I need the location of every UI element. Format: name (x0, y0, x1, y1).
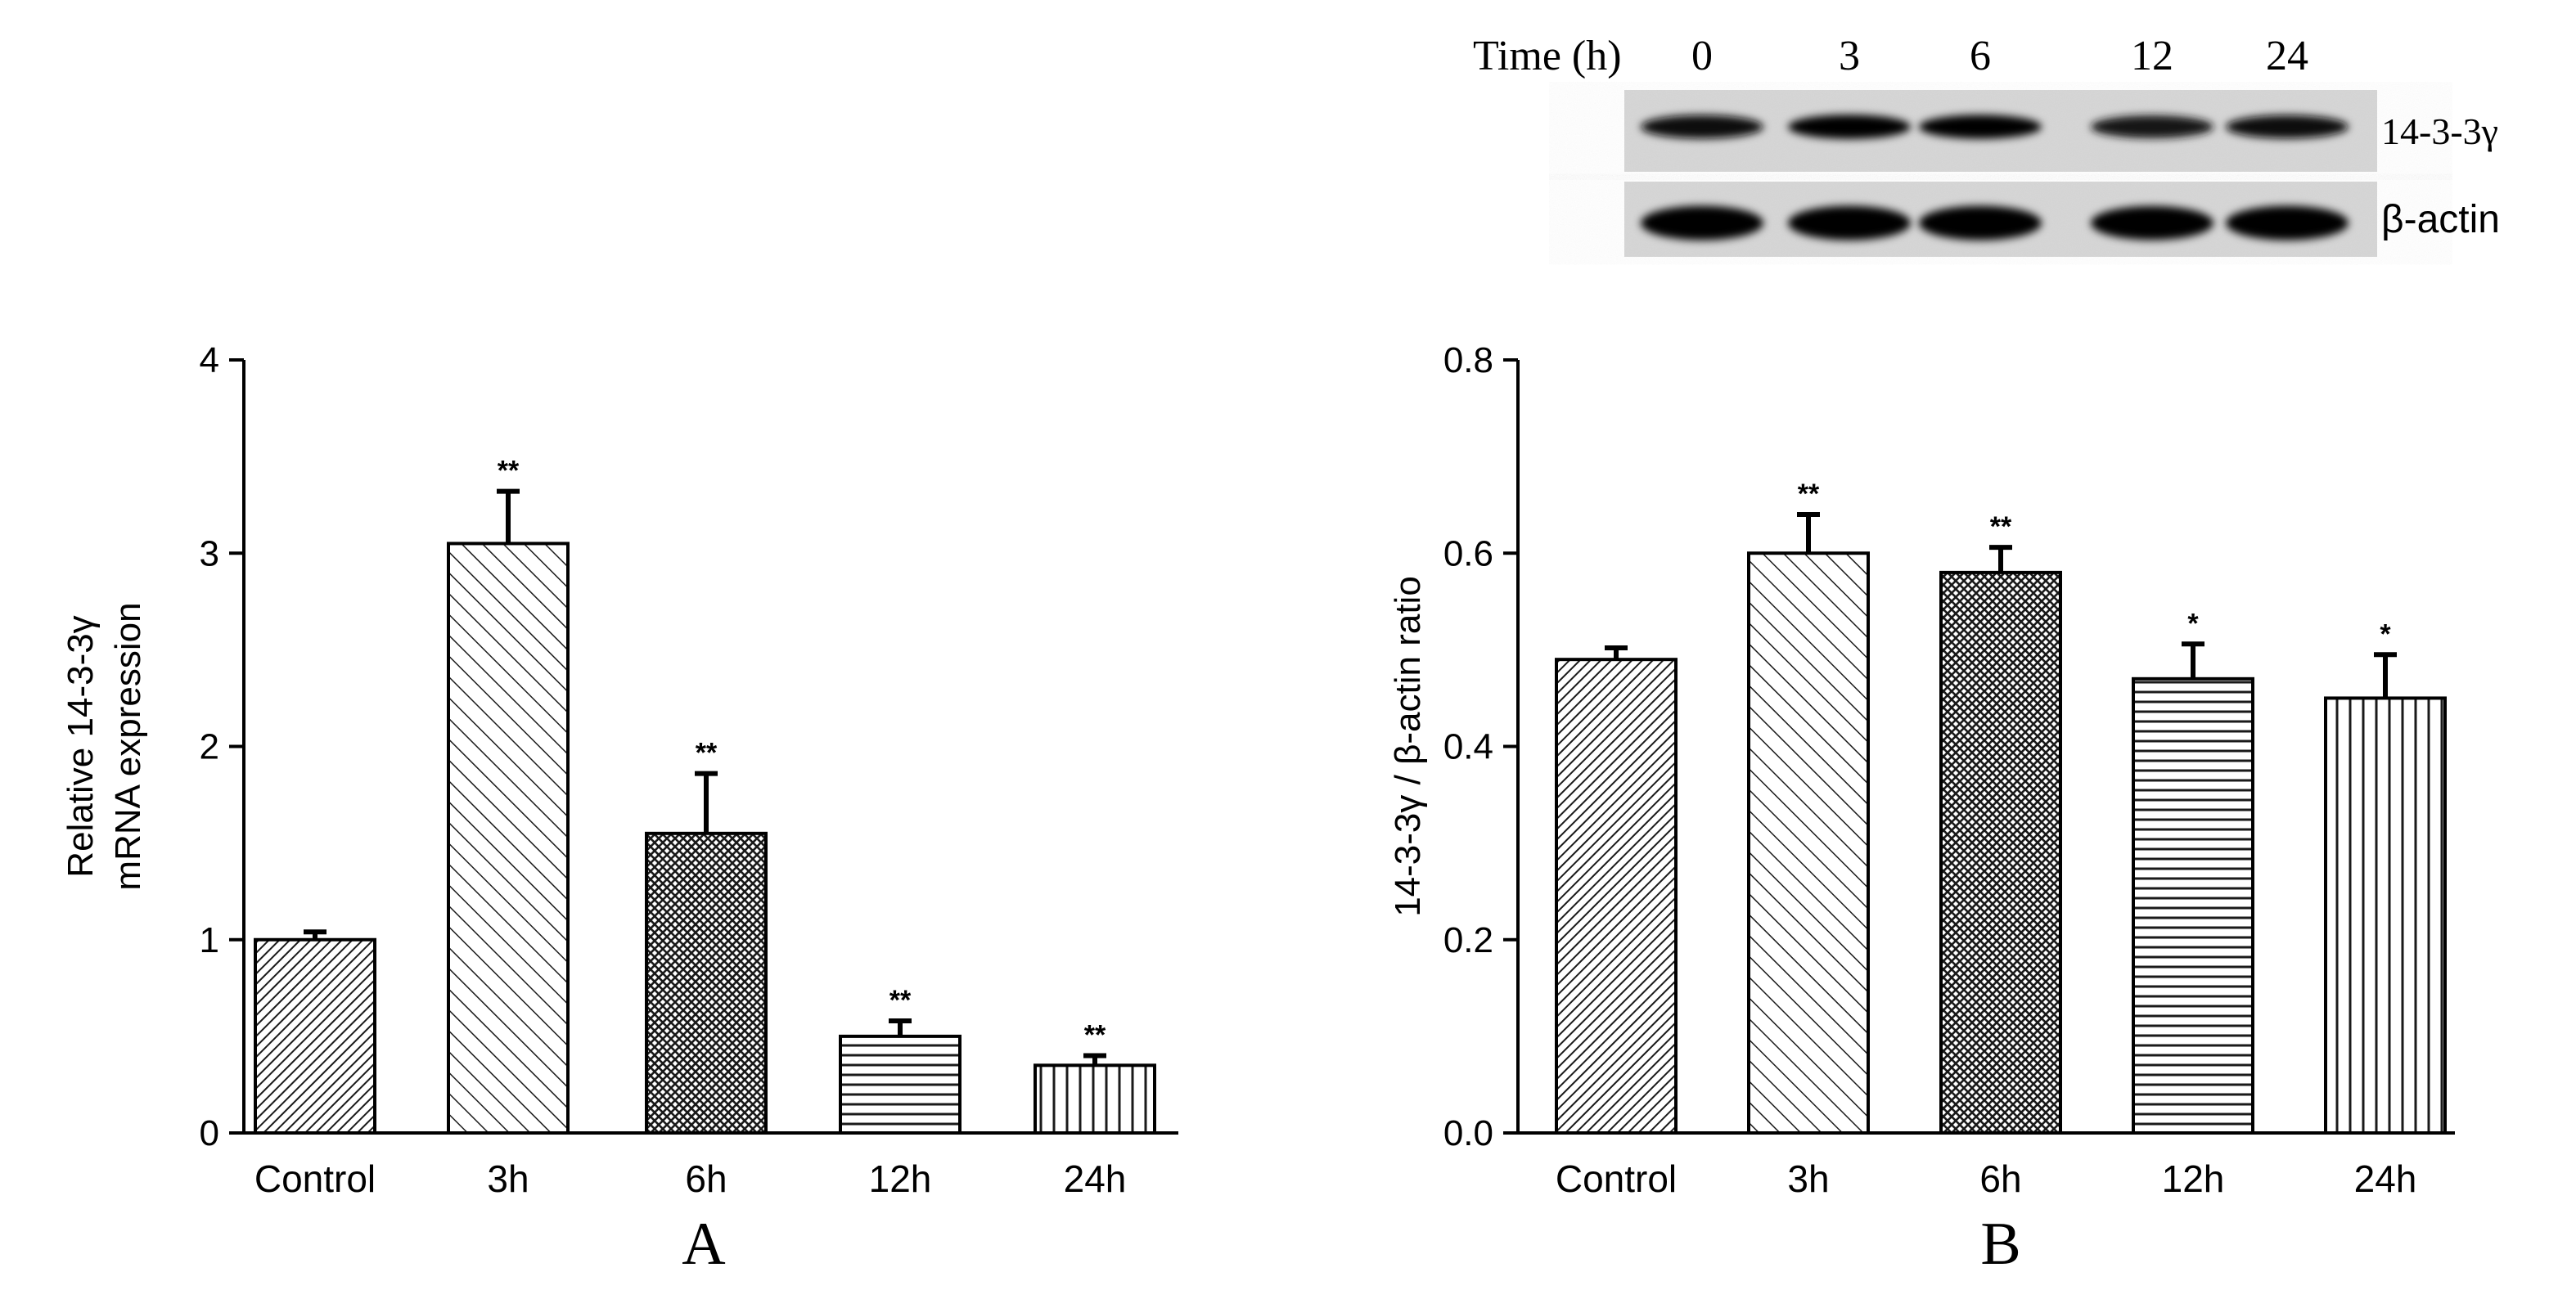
y-axis-label: Relative 14-3-3γ (61, 615, 101, 877)
x-tick-label: 6h (1979, 1157, 2021, 1200)
x-tick-label: 24h (2354, 1157, 2417, 1200)
significance-marker: ** (889, 985, 912, 1016)
blot-band (1641, 205, 1763, 240)
panel-b-chart: 0.0 0.2 0.4 0.6 0.8 14-3-3γ / β-actin ratio Co… (1388, 340, 2455, 1278)
blot-row: β-actin (1624, 182, 2500, 257)
x-tick-label: 3h (487, 1157, 529, 1200)
y-tick-label: 0.6 (1443, 533, 1493, 573)
blot-time-label: Time (h) (1473, 33, 1622, 79)
significance-marker: ** (696, 738, 718, 769)
y-axis-label: mRNA expression (108, 602, 148, 890)
y-tick-label: 3 (200, 533, 219, 573)
bar (2324, 696, 2447, 1135)
x-tick-label: Control (254, 1157, 376, 1200)
x-tick-label: 6h (685, 1157, 727, 1200)
bar (447, 542, 570, 1135)
significance-marker: * (2187, 608, 2199, 639)
blot-band (2091, 115, 2213, 138)
bar (1939, 570, 2062, 1135)
panel-label: B (1980, 1211, 2020, 1278)
y-tick-label: 1 (200, 920, 219, 960)
bar (254, 937, 376, 1135)
y-tick-label: 0.4 (1443, 727, 1493, 767)
blot-lane-label: 12 (2131, 33, 2173, 79)
significance-marker: * (2380, 618, 2391, 650)
significance-marker: ** (1990, 511, 2012, 542)
x-tick-label: 24h (1064, 1157, 1127, 1200)
x-tick-label: 12h (2162, 1157, 2225, 1200)
y-tick-label: 0 (200, 1113, 219, 1153)
x-tick-label: 12h (869, 1157, 932, 1200)
blot-lane-label: 6 (1970, 33, 1991, 79)
panel-label: A (682, 1211, 725, 1278)
x-tick-label: 3h (1787, 1157, 1829, 1200)
bar (1747, 551, 1870, 1135)
blot-band (1919, 205, 2042, 240)
blot-band (2091, 205, 2213, 240)
significance-marker: ** (498, 456, 520, 487)
x-tick-label: Control (1556, 1157, 1677, 1200)
blot-lane-label: 24 (2266, 33, 2308, 79)
y-tick-label: 2 (200, 727, 219, 767)
blot-row-label: β-actin (2381, 198, 2500, 241)
blot-band (1788, 205, 1911, 240)
blot-row-label: 14-3-3γ (2381, 110, 2498, 152)
y-axis-label: 14-3-3γ / β-actin ratio (1388, 576, 1428, 917)
y-tick-label: 0.0 (1443, 1113, 1493, 1153)
bar (2132, 676, 2254, 1135)
panel-a-chart: 0 1 2 3 4 Relative 14-3-3γ mRNA expression Cont… (61, 340, 1178, 1278)
blot-row: 14-3-3γ (1624, 90, 2498, 172)
bar (645, 831, 768, 1135)
blot-band (1919, 115, 2042, 139)
blot-lane-label: 0 (1691, 33, 1713, 79)
bar (839, 1034, 961, 1135)
significance-marker: ** (1798, 479, 1820, 510)
blot-lane-label: 3 (1839, 33, 1860, 79)
blot-band (2226, 115, 2349, 139)
bar (1034, 1063, 1156, 1135)
significance-marker: ** (1084, 1020, 1106, 1051)
y-tick-label: 0.2 (1443, 920, 1493, 960)
blot-band (1788, 115, 1911, 139)
y-tick-label: 0.8 (1443, 340, 1493, 380)
western-blot: Time (h) 0 3 6 12 24 14-3-3γ β-actin (1473, 33, 2500, 257)
bar (1555, 658, 1678, 1135)
blot-band (2226, 205, 2349, 240)
y-tick-label: 4 (200, 340, 219, 380)
blot-band (1641, 115, 1763, 139)
